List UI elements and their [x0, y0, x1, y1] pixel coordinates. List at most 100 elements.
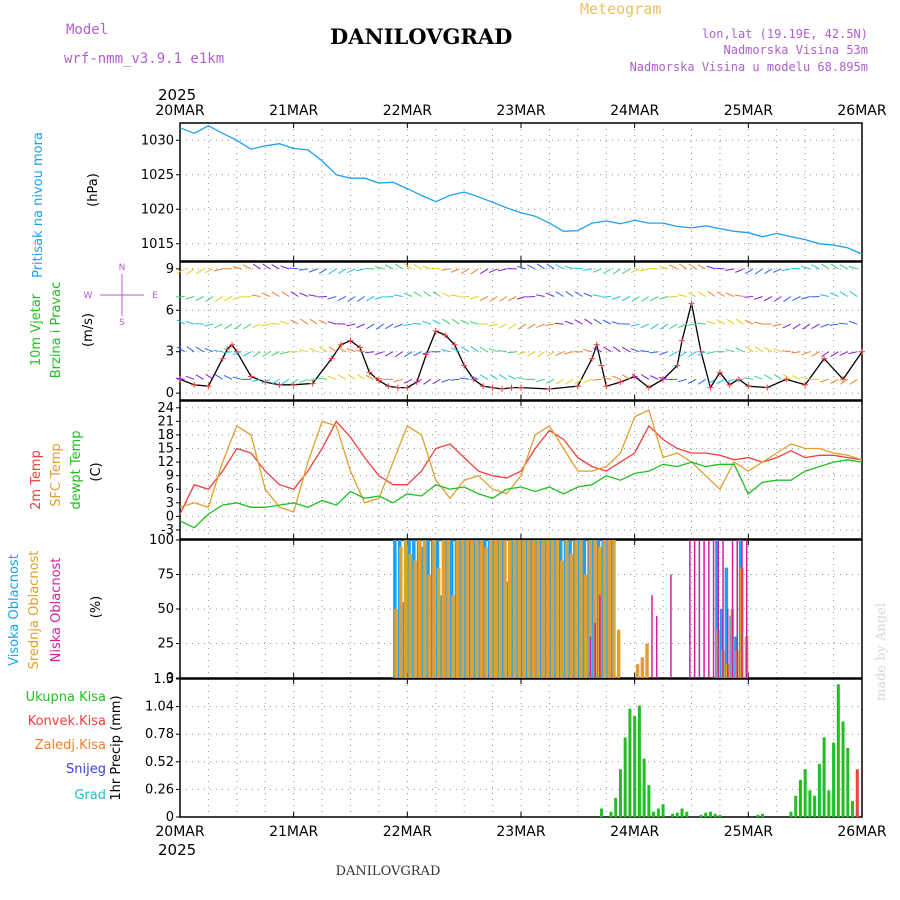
precip-legend-frozen: Zaledj.Kisa [35, 738, 106, 753]
xtick-label-top: 24MAR [610, 103, 659, 119]
precip-bar [614, 797, 618, 817]
wind-speed-marker [508, 384, 515, 391]
wind-barb [640, 374, 650, 380]
wind-barb [840, 378, 849, 385]
wind-barb [819, 294, 829, 297]
wind-barb [678, 323, 687, 328]
wind-barb [792, 323, 801, 330]
wind-barb [205, 373, 214, 380]
wind-barb [327, 321, 337, 325]
cloud-bar [560, 560, 564, 678]
wind-barb [356, 296, 365, 302]
wind-speed-marker [499, 385, 506, 392]
ytick-label: 1020 [141, 202, 174, 217]
altitude-label: Nadmorska Visina 53m [724, 43, 869, 57]
wind-barb [479, 346, 489, 353]
wind-barb [432, 319, 441, 325]
series-line [179, 420, 863, 515]
wind-barb [611, 321, 621, 325]
wind-barb [318, 346, 328, 353]
wind-speed-marker [338, 341, 345, 348]
xtick-label-bottom: 22MAR [383, 824, 432, 840]
cloud-bar [719, 609, 724, 678]
wind-barb [413, 291, 422, 297]
wind-speed-marker [442, 332, 449, 339]
ytick-label: 6 [166, 303, 174, 318]
wind-barb [565, 378, 574, 385]
cloud-bar [736, 540, 738, 678]
wind-barb [355, 268, 365, 272]
precip-legend-convective: Konvek.Kisa [28, 714, 106, 729]
wind-speed-marker [593, 341, 600, 348]
wind-barb [328, 268, 337, 275]
wind-barb [706, 265, 716, 270]
wind-speed-marker [660, 376, 667, 383]
ytick-label: 15 [157, 442, 174, 457]
wind-barb [546, 351, 555, 357]
wind-barb [783, 374, 792, 380]
wind-barb [469, 321, 479, 325]
cloud-bar [655, 615, 658, 678]
wind-barb [507, 375, 517, 380]
wind-barb [650, 296, 659, 302]
precip-bar [633, 716, 637, 817]
wind-barb [205, 296, 214, 302]
series-line [179, 409, 863, 513]
year-top: 2025 [158, 86, 196, 104]
panel-0: 1015 1020 1025 1030 [141, 122, 863, 262]
cloud-bar [593, 540, 597, 678]
wind-barb [507, 351, 517, 354]
wind-barb [327, 375, 337, 380]
wind-barb [185, 296, 195, 300]
wind-barb [555, 264, 564, 270]
wind-barb [374, 296, 384, 300]
ytick-label: 6 [166, 482, 174, 497]
cloud-bar [427, 574, 431, 678]
wind-barb [204, 268, 214, 274]
wind-barb [565, 291, 574, 297]
precip-bar [618, 769, 622, 817]
ytick-label: 9 [166, 469, 174, 484]
wind-barb [745, 268, 754, 274]
model-altitude-label: Nadmorska Visina u modelu 68.895m [630, 60, 868, 74]
wind-barb [848, 320, 858, 325]
wind-barb [479, 374, 489, 380]
wind-barb [716, 319, 725, 325]
wind-barb [592, 268, 602, 273]
cloud-bar [531, 540, 536, 678]
wind-barb [791, 375, 801, 380]
cloud-bar [708, 540, 710, 678]
ytick-label: -3 [161, 523, 174, 538]
wind-barb [271, 264, 280, 270]
wind-barb [564, 265, 574, 270]
wind-barb [802, 323, 811, 330]
wind-barb [839, 291, 849, 297]
wind-barb [337, 374, 347, 380]
ytick-label: 50 [157, 602, 174, 617]
precip-bar [661, 804, 665, 817]
pressure-ylabel: Pritisak na nivou mora [31, 132, 46, 278]
wind-speed-marker [404, 384, 411, 391]
wind-barb [612, 346, 621, 353]
ytick-label: 3 [166, 496, 174, 511]
cloud-bar [651, 595, 653, 678]
panel-3: 0 25 50 75 100 [149, 533, 863, 686]
wind-barb [186, 268, 195, 275]
wind-barb [393, 294, 403, 297]
wind-speed-marker [546, 385, 553, 392]
precip-bar [628, 708, 632, 817]
wind-barb [469, 296, 479, 300]
ytick-label: 0 [166, 509, 174, 524]
wind-barb [508, 296, 517, 302]
wind-speed-marker [394, 384, 401, 391]
cloud-bar [489, 540, 493, 678]
wind-barb [214, 296, 223, 302]
cloud-bar [403, 540, 408, 678]
cloud-bar [470, 540, 474, 678]
wind-barb [772, 323, 782, 327]
precip-bar [817, 763, 821, 817]
cloud-bar [526, 540, 531, 678]
wind-barb [280, 265, 290, 270]
wind-barb [658, 376, 668, 380]
wind-barb [622, 268, 631, 275]
